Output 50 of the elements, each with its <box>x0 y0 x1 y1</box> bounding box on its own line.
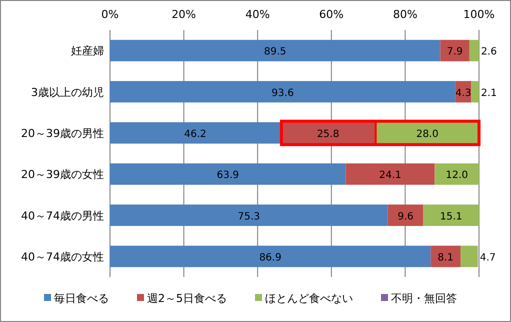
x-tick-label: 60% <box>319 8 344 21</box>
bar <box>434 163 479 185</box>
data-label: 89.5 <box>264 46 286 58</box>
data-label: 9.6 <box>398 211 414 222</box>
legend-label: 不明・無回答 <box>391 292 457 305</box>
data-label: 25.8 <box>316 128 340 140</box>
x-tick-label: 80% <box>392 8 418 21</box>
legend-label: 週2～5日食べる <box>147 292 227 305</box>
bar <box>110 204 388 226</box>
legend-label: 毎日食べる <box>54 292 109 305</box>
legend-label: ほとんど食べない <box>265 292 353 305</box>
bar <box>430 246 461 268</box>
bar <box>110 246 431 268</box>
data-label: 46.2 <box>184 128 206 140</box>
y-tick-label: 妊産婦 <box>71 44 104 58</box>
bar <box>110 122 280 144</box>
bar <box>471 81 479 102</box>
bar <box>460 246 478 268</box>
data-label: 4.3 <box>455 88 472 99</box>
data-label: 15.1 <box>440 211 462 222</box>
bar <box>376 122 479 144</box>
data-label: 86.9 <box>259 252 282 264</box>
bar <box>440 40 470 62</box>
y-tick-label: 20～39歳の女性 <box>21 168 104 182</box>
y-tick-label: 3歳以上の幼児 <box>31 86 104 99</box>
data-label: 4.7 <box>480 252 496 264</box>
data-label: 93.6 <box>272 88 294 99</box>
y-tick-label: 20～39歳の男性 <box>21 126 104 140</box>
data-label: 8.1 <box>438 252 454 264</box>
data-label: 28.0 <box>416 128 438 140</box>
bar <box>110 40 440 62</box>
data-label: 2.1 <box>481 88 497 99</box>
x-tick-label: 0% <box>101 8 119 21</box>
data-label: 63.9 <box>216 170 240 182</box>
x-tick-label: 100% <box>463 8 495 21</box>
data-label: 75.3 <box>238 211 260 222</box>
bar <box>110 163 346 185</box>
data-label: 7.9 <box>446 46 463 58</box>
bar <box>346 163 435 185</box>
x-tick-label: 20% <box>172 8 196 21</box>
y-tick-label: 40～74歳の男性 <box>21 209 104 222</box>
bar <box>110 81 456 102</box>
bar <box>388 204 424 226</box>
data-label: 24.1 <box>379 170 402 182</box>
x-tick-label: 40% <box>245 8 270 21</box>
y-tick-label: 40～74歳の女性 <box>21 250 104 264</box>
data-label: 2.6 <box>481 46 497 58</box>
bar <box>469 40 479 62</box>
data-label: 12.0 <box>446 170 468 182</box>
bar <box>423 204 479 226</box>
